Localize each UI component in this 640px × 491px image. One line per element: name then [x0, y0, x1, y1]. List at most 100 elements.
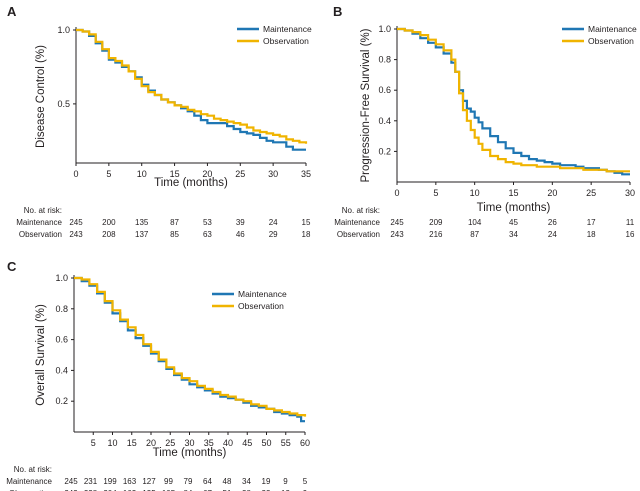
x-tick-label: 60: [300, 438, 310, 448]
series-observation-line: [397, 27, 630, 173]
risk-count: 243: [69, 230, 83, 239]
risk-count: 23: [262, 489, 271, 491]
risk-count: 13: [281, 489, 290, 491]
risk-count: 243: [390, 230, 404, 239]
risk-count: 63: [203, 230, 212, 239]
risk-count: 5: [303, 477, 308, 486]
x-tick-label: 10: [137, 169, 147, 179]
x-tick-label: 35: [204, 438, 214, 448]
x-tick-label: 25: [235, 169, 245, 179]
series-observation-line: [74, 276, 307, 417]
risk-count: 34: [242, 477, 251, 486]
series-maintenance-line: [397, 27, 630, 176]
x-tick-label: 5: [433, 188, 438, 198]
x-tick-label: 40: [223, 438, 233, 448]
risk-count: 209: [429, 218, 443, 227]
risk-table: No. at risk: Maintenance 245 209 104 45 26 17 11…: [334, 206, 635, 239]
risk-count: 245: [69, 218, 83, 227]
x-tick-label: 15: [170, 169, 180, 179]
x-tick-label: 25: [165, 438, 175, 448]
risk-count: 38: [242, 489, 251, 491]
risk-row-label: Maintenance: [6, 477, 52, 486]
x-axis-title: Time (months): [153, 447, 227, 459]
risk-count: 208: [102, 230, 116, 239]
risk-count: 200: [102, 218, 116, 227]
x-axis-title: Time (months): [154, 177, 228, 189]
y-tick-label: 1.0: [55, 273, 68, 283]
risk-count: 216: [429, 230, 443, 239]
x-tick-label: 55: [281, 438, 291, 448]
risk-row-label: Observation: [19, 230, 62, 239]
risk-count: 199: [103, 477, 117, 486]
series-maintenance-line: [76, 28, 306, 151]
legend: Maintenance Observation: [212, 289, 287, 311]
risk-count: 231: [84, 477, 98, 486]
legend-label: Observation: [588, 36, 634, 46]
risk-count: 24: [548, 230, 557, 239]
risk-count: 135: [135, 218, 149, 227]
x-tick-label: 5: [91, 438, 96, 448]
risk-count: 51: [223, 489, 232, 491]
risk-count: 26: [548, 218, 557, 227]
risk-table: No. at risk: Maintenance 245 200 135 87 53 39 24…: [16, 206, 311, 239]
risk-count: 64: [203, 477, 212, 486]
x-tick-label: 25: [586, 188, 596, 198]
legend-label: Observation: [238, 301, 284, 311]
y-tick-label: 0.4: [55, 365, 68, 375]
risk-table-header: No. at risk:: [342, 206, 380, 215]
risk-table-header: No. at risk:: [24, 206, 62, 215]
risk-count: 11: [626, 218, 635, 227]
risk-count: 87: [170, 218, 179, 227]
risk-count: 17: [587, 218, 596, 227]
series-maintenance-line: [74, 276, 305, 423]
risk-count: 99: [164, 477, 173, 486]
x-tick-label: 30: [184, 438, 194, 448]
panel-c: C 1.0 0.8 0.6 0.4 0.2 5 10 15 20 25 30 35 40 45 50 55 60 T…: [6, 259, 310, 491]
legend-label: Maintenance: [238, 289, 287, 299]
panel-label: C: [7, 259, 17, 274]
risk-count: 105: [162, 489, 176, 491]
legend-label: Observation: [263, 36, 309, 46]
x-axis-title: Time (months): [477, 202, 551, 214]
x-tick-label: 10: [107, 438, 117, 448]
risk-table-header: No. at risk:: [14, 465, 52, 474]
risk-count: 163: [123, 477, 137, 486]
legend-label: Maintenance: [588, 24, 637, 34]
panel-a: A 1.0 0.5 0 5 10 15 20 25 30 35 Time (months) Diseas…: [7, 4, 312, 239]
risk-count: 245: [390, 218, 404, 227]
risk-count: 24: [269, 218, 278, 227]
y-tick-label: 0.8: [55, 304, 68, 314]
risk-count: 87: [470, 230, 479, 239]
x-tick-label: 15: [127, 438, 137, 448]
x-tick-label: 20: [146, 438, 156, 448]
y-tick-label: 0.2: [55, 396, 68, 406]
risk-count: 16: [626, 230, 635, 239]
risk-count: 45: [509, 218, 518, 227]
risk-count: 18: [587, 230, 596, 239]
x-tick-label: 45: [242, 438, 252, 448]
panel-b: B 1.0 0.8 0.6 0.4 0.2 0 5 10 15 20 25 30 Time (months…: [333, 4, 637, 239]
y-tick-label: 1.0: [57, 25, 70, 35]
risk-table: No. at risk:Maintenance 245 231 199 163 127 99…: [6, 465, 308, 491]
y-axis-title: Overall Survival (%): [35, 304, 47, 406]
risk-count: 135: [142, 489, 156, 491]
risk-count: 137: [135, 230, 149, 239]
panel-label: A: [7, 4, 17, 19]
risk-count: 34: [509, 230, 518, 239]
risk-count: 204: [103, 489, 117, 491]
risk-count: 53: [203, 218, 212, 227]
y-axis-title: Progression-Free Survival (%): [360, 28, 372, 182]
risk-count: 228: [84, 489, 98, 491]
risk-count: 18: [302, 230, 311, 239]
risk-row-label: Maintenance: [334, 218, 380, 227]
risk-count: 104: [468, 218, 482, 227]
risk-count: 243: [64, 489, 78, 491]
risk-count: 39: [236, 218, 245, 227]
risk-count: 127: [142, 477, 156, 486]
risk-row-label: Observation: [9, 489, 52, 491]
y-axis-title: Disease Control (%): [35, 45, 47, 148]
risk-count: 29: [269, 230, 278, 239]
x-tick-label: 20: [202, 169, 212, 179]
y-tick-label: 0.2: [378, 146, 391, 156]
x-tick-label: 50: [261, 438, 271, 448]
